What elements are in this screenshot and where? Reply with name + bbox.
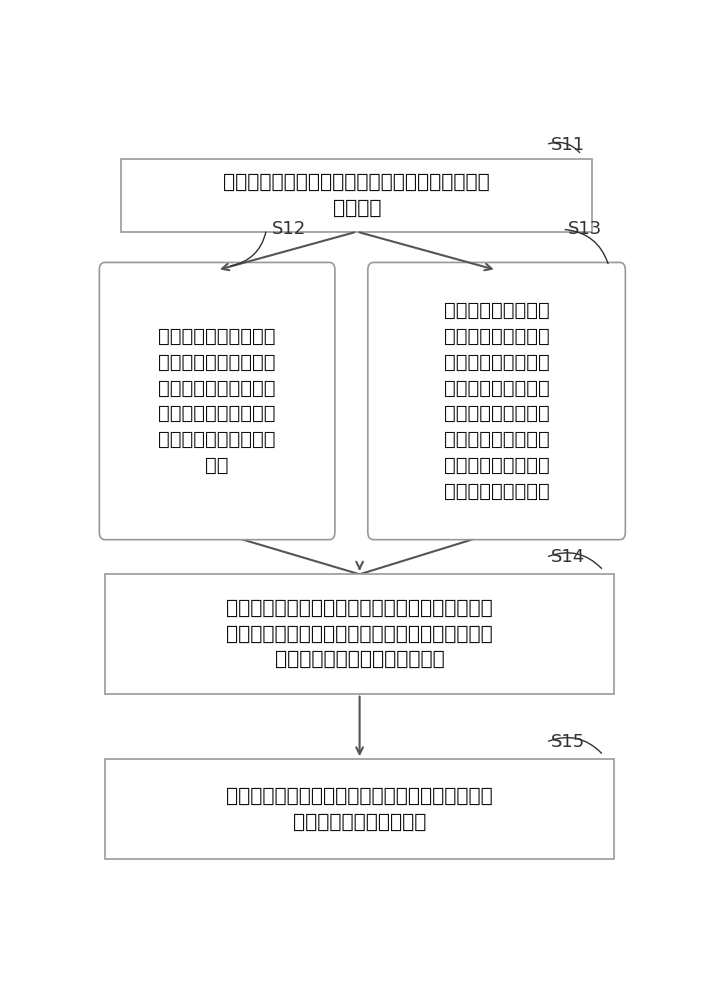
- FancyBboxPatch shape: [122, 158, 592, 232]
- Text: 采用优化算法执行所述多目标优化函数以对动力总
成悬置系统进行优化设计: 采用优化算法执行所述多目标优化函数以对动力总 成悬置系统进行优化设计: [226, 787, 493, 832]
- FancyBboxPatch shape: [105, 759, 614, 859]
- FancyBboxPatch shape: [105, 574, 614, 694]
- Text: 建立动力总成悬置系统的空间六自由度振动模型的
微分方程: 建立动力总成悬置系统的空间六自由度振动模型的 微分方程: [223, 173, 490, 217]
- Text: 根据所述固有频率、所述固有振型、所述振动耦合
能量、所述弹性轴位置及所述扭矩轴位置建立动力
总成悬置系统的多目标优化函数: 根据所述固有频率、所述固有振型、所述振动耦合 能量、所述弹性轴位置及所述扭矩轴位…: [226, 599, 493, 669]
- Text: 根据所述微分方程对动
力总成悬置系统进行能
量解耦分析，获得固有
频率、固有振型及六个
自由度之间的振动耦合
能量: 根据所述微分方程对动 力总成悬置系统进行能 量解耦分析，获得固有 频率、固有振型…: [158, 327, 276, 475]
- Text: S11: S11: [551, 136, 585, 154]
- Text: S14: S14: [551, 548, 585, 566]
- Text: S15: S15: [551, 733, 585, 751]
- FancyBboxPatch shape: [99, 262, 335, 540]
- Text: 根据所述微分方程计
算动力总成悬置系统
的弹性轴位置和扭矩
轴位置，并调整动力
总成悬置系统的悬置
刚度，使所述弹性轴
位置和所述扭矩轴位
置在三维空间上重合: 根据所述微分方程计 算动力总成悬置系统 的弹性轴位置和扭矩 轴位置，并调整动力 …: [444, 301, 549, 501]
- FancyBboxPatch shape: [368, 262, 626, 540]
- Text: S13: S13: [568, 220, 602, 238]
- Text: S12: S12: [272, 220, 306, 238]
